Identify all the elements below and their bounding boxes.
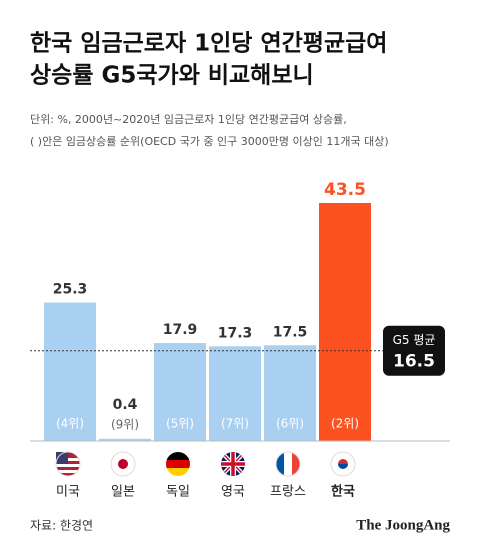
rank-label: (6위) [276, 417, 304, 431]
flag-fr [275, 451, 301, 477]
rank-label: (2위) [331, 417, 359, 431]
x-tick-label: 일본 [111, 485, 135, 500]
chart-title: 상승률 G5국가와 비교해보니 [30, 63, 314, 89]
flag-uk [221, 452, 245, 476]
flag-kr [330, 451, 356, 477]
value-label: 43.5 [324, 180, 366, 200]
bar [154, 343, 206, 441]
value-label: 0.4 [113, 397, 138, 413]
subtitle: ( )안은 임금상승률 순위(OECD 국가 중 인구 3000만명 이상인 1… [30, 135, 389, 148]
value-label: 17.9 [163, 322, 198, 338]
reference-label: G5 평균 [393, 333, 436, 347]
bar [209, 346, 261, 441]
reference-value: 16.5 [393, 352, 435, 372]
reference-badge [383, 325, 445, 376]
rank-label: (7위) [221, 417, 249, 431]
flags [55, 451, 356, 477]
flag-jp [110, 451, 136, 477]
logo: The JoongAng [356, 517, 450, 533]
rank-label: (9위) [111, 417, 139, 431]
chart-title: 한국 임금근로자 1인당 연간평균급여 [30, 31, 387, 57]
x-tick-label: 프랑스 [270, 485, 306, 500]
bar [44, 302, 96, 441]
x-tick-label: 미국 [56, 485, 80, 500]
flag-us [55, 451, 81, 477]
x-tick-label: 한국 [331, 484, 355, 500]
value-label: 17.3 [218, 325, 253, 341]
x-tick-label: 독일 [166, 485, 190, 500]
rank-label: (4위) [56, 417, 84, 431]
bar [99, 438, 151, 441]
subtitle: 단위: %, 2000년~2020년 임금근로자 1인당 연간평균급여 상승률, [30, 113, 347, 126]
source: 자료: 한경연 [30, 519, 93, 533]
flag-de [166, 452, 190, 476]
x-tick-label: 영국 [221, 485, 245, 500]
value-label: 17.5 [273, 324, 308, 340]
value-label: 25.3 [53, 282, 88, 298]
rank-label: (5위) [166, 417, 194, 431]
bar [319, 203, 371, 441]
bar [264, 345, 316, 441]
